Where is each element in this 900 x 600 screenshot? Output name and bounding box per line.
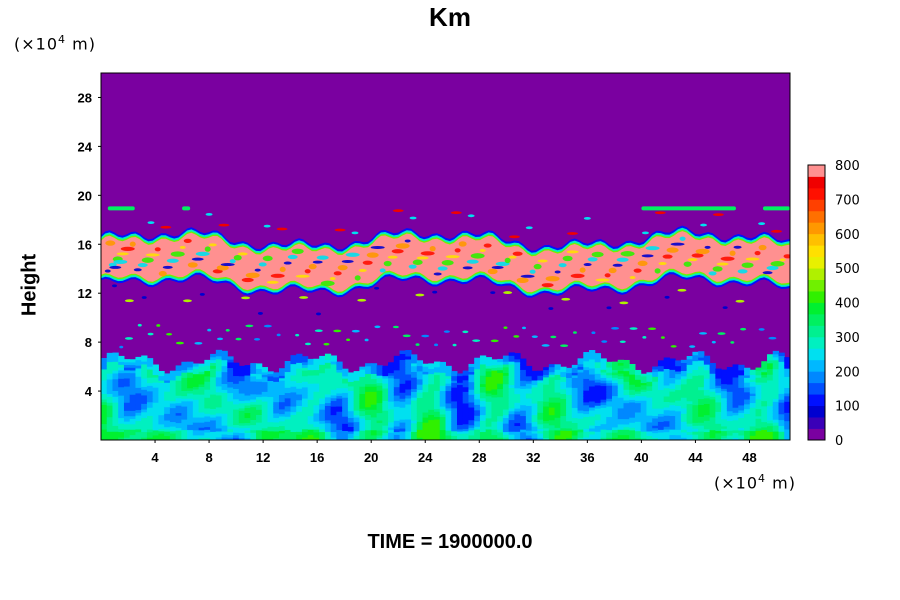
- colorbar-swatch: [808, 279, 825, 292]
- colorbar-swatch: [808, 268, 825, 280]
- colorbar-swatch: [808, 233, 825, 246]
- colorbar-swatch: [808, 382, 825, 395]
- x-tick-label: 28: [472, 450, 486, 465]
- y-tick-label: 8: [85, 335, 92, 350]
- y-tick-label: 24: [78, 139, 93, 154]
- y-tick-label: 28: [78, 90, 92, 105]
- colorbar-swatch: [808, 222, 825, 235]
- colorbar-swatch: [808, 210, 825, 223]
- y-tick-label: 16: [78, 237, 92, 252]
- x-axis-unit: (×104 m): [714, 472, 796, 493]
- x-tick-label: 40: [634, 450, 648, 465]
- colorbar-swatch: [808, 165, 825, 177]
- colorbar-tick-label: 800: [835, 159, 860, 174]
- x-tick-label: 20: [364, 450, 378, 465]
- colorbar-swatch: [808, 176, 825, 189]
- x-tick-label: 8: [205, 450, 212, 465]
- colorbar-swatch: [808, 394, 825, 407]
- colorbar-tick-label: 600: [835, 228, 860, 243]
- heatmap-field: [101, 206, 790, 440]
- x-tick-label: 24: [418, 450, 433, 465]
- colorbar-swatch: [808, 199, 825, 212]
- colorbar-tick-label: 700: [835, 193, 860, 208]
- colorbar-swatch: [808, 245, 825, 258]
- colorbar-frame: [807, 164, 826, 441]
- colorbar-swatch: [808, 313, 825, 326]
- y-tick-label: 4: [85, 384, 93, 399]
- x-tick-label: 4: [151, 450, 159, 465]
- colorbar-swatch: [808, 325, 825, 338]
- colorbar-tick-label: 200: [835, 365, 860, 380]
- colorbar-tick-label: 500: [835, 262, 860, 277]
- colorbar-swatch: [808, 256, 825, 269]
- plot-frame: [100, 72, 791, 441]
- y-axis-unit: (×104 m): [14, 33, 96, 54]
- colorbar-tick-label: 0: [835, 434, 843, 449]
- time-label: TIME = 1900000.0: [367, 531, 533, 553]
- x-tick-label: 36: [580, 450, 594, 465]
- colorbar-swatch: [808, 336, 825, 349]
- x-tick-label: 44: [688, 450, 703, 465]
- colorbar-swatch: [808, 371, 825, 384]
- colorbar-swatch: [808, 359, 825, 372]
- colorbar-swatch: [808, 417, 825, 429]
- colorbar-tick-label: 300: [835, 331, 860, 346]
- colorbar-swatch: [808, 348, 825, 361]
- colorbar-swatch: [808, 428, 825, 441]
- colorbar-swatch: [808, 291, 825, 303]
- x-tick-label: 32: [526, 450, 540, 465]
- x-tick-label: 12: [256, 450, 270, 465]
- colorbar-swatch: [808, 405, 825, 418]
- colorbar-swatch: [808, 187, 825, 200]
- y-tick-label: 20: [78, 188, 92, 203]
- x-tick-label: 16: [310, 450, 324, 465]
- colorbar-swatch: [808, 302, 825, 315]
- x-tick-label: 48: [742, 450, 756, 465]
- chart-title: Km: [429, 2, 471, 32]
- colorbar-tick-label: 400: [835, 297, 860, 312]
- colorbar-tick-label: 100: [835, 400, 860, 415]
- y-tick-label: 12: [78, 286, 92, 301]
